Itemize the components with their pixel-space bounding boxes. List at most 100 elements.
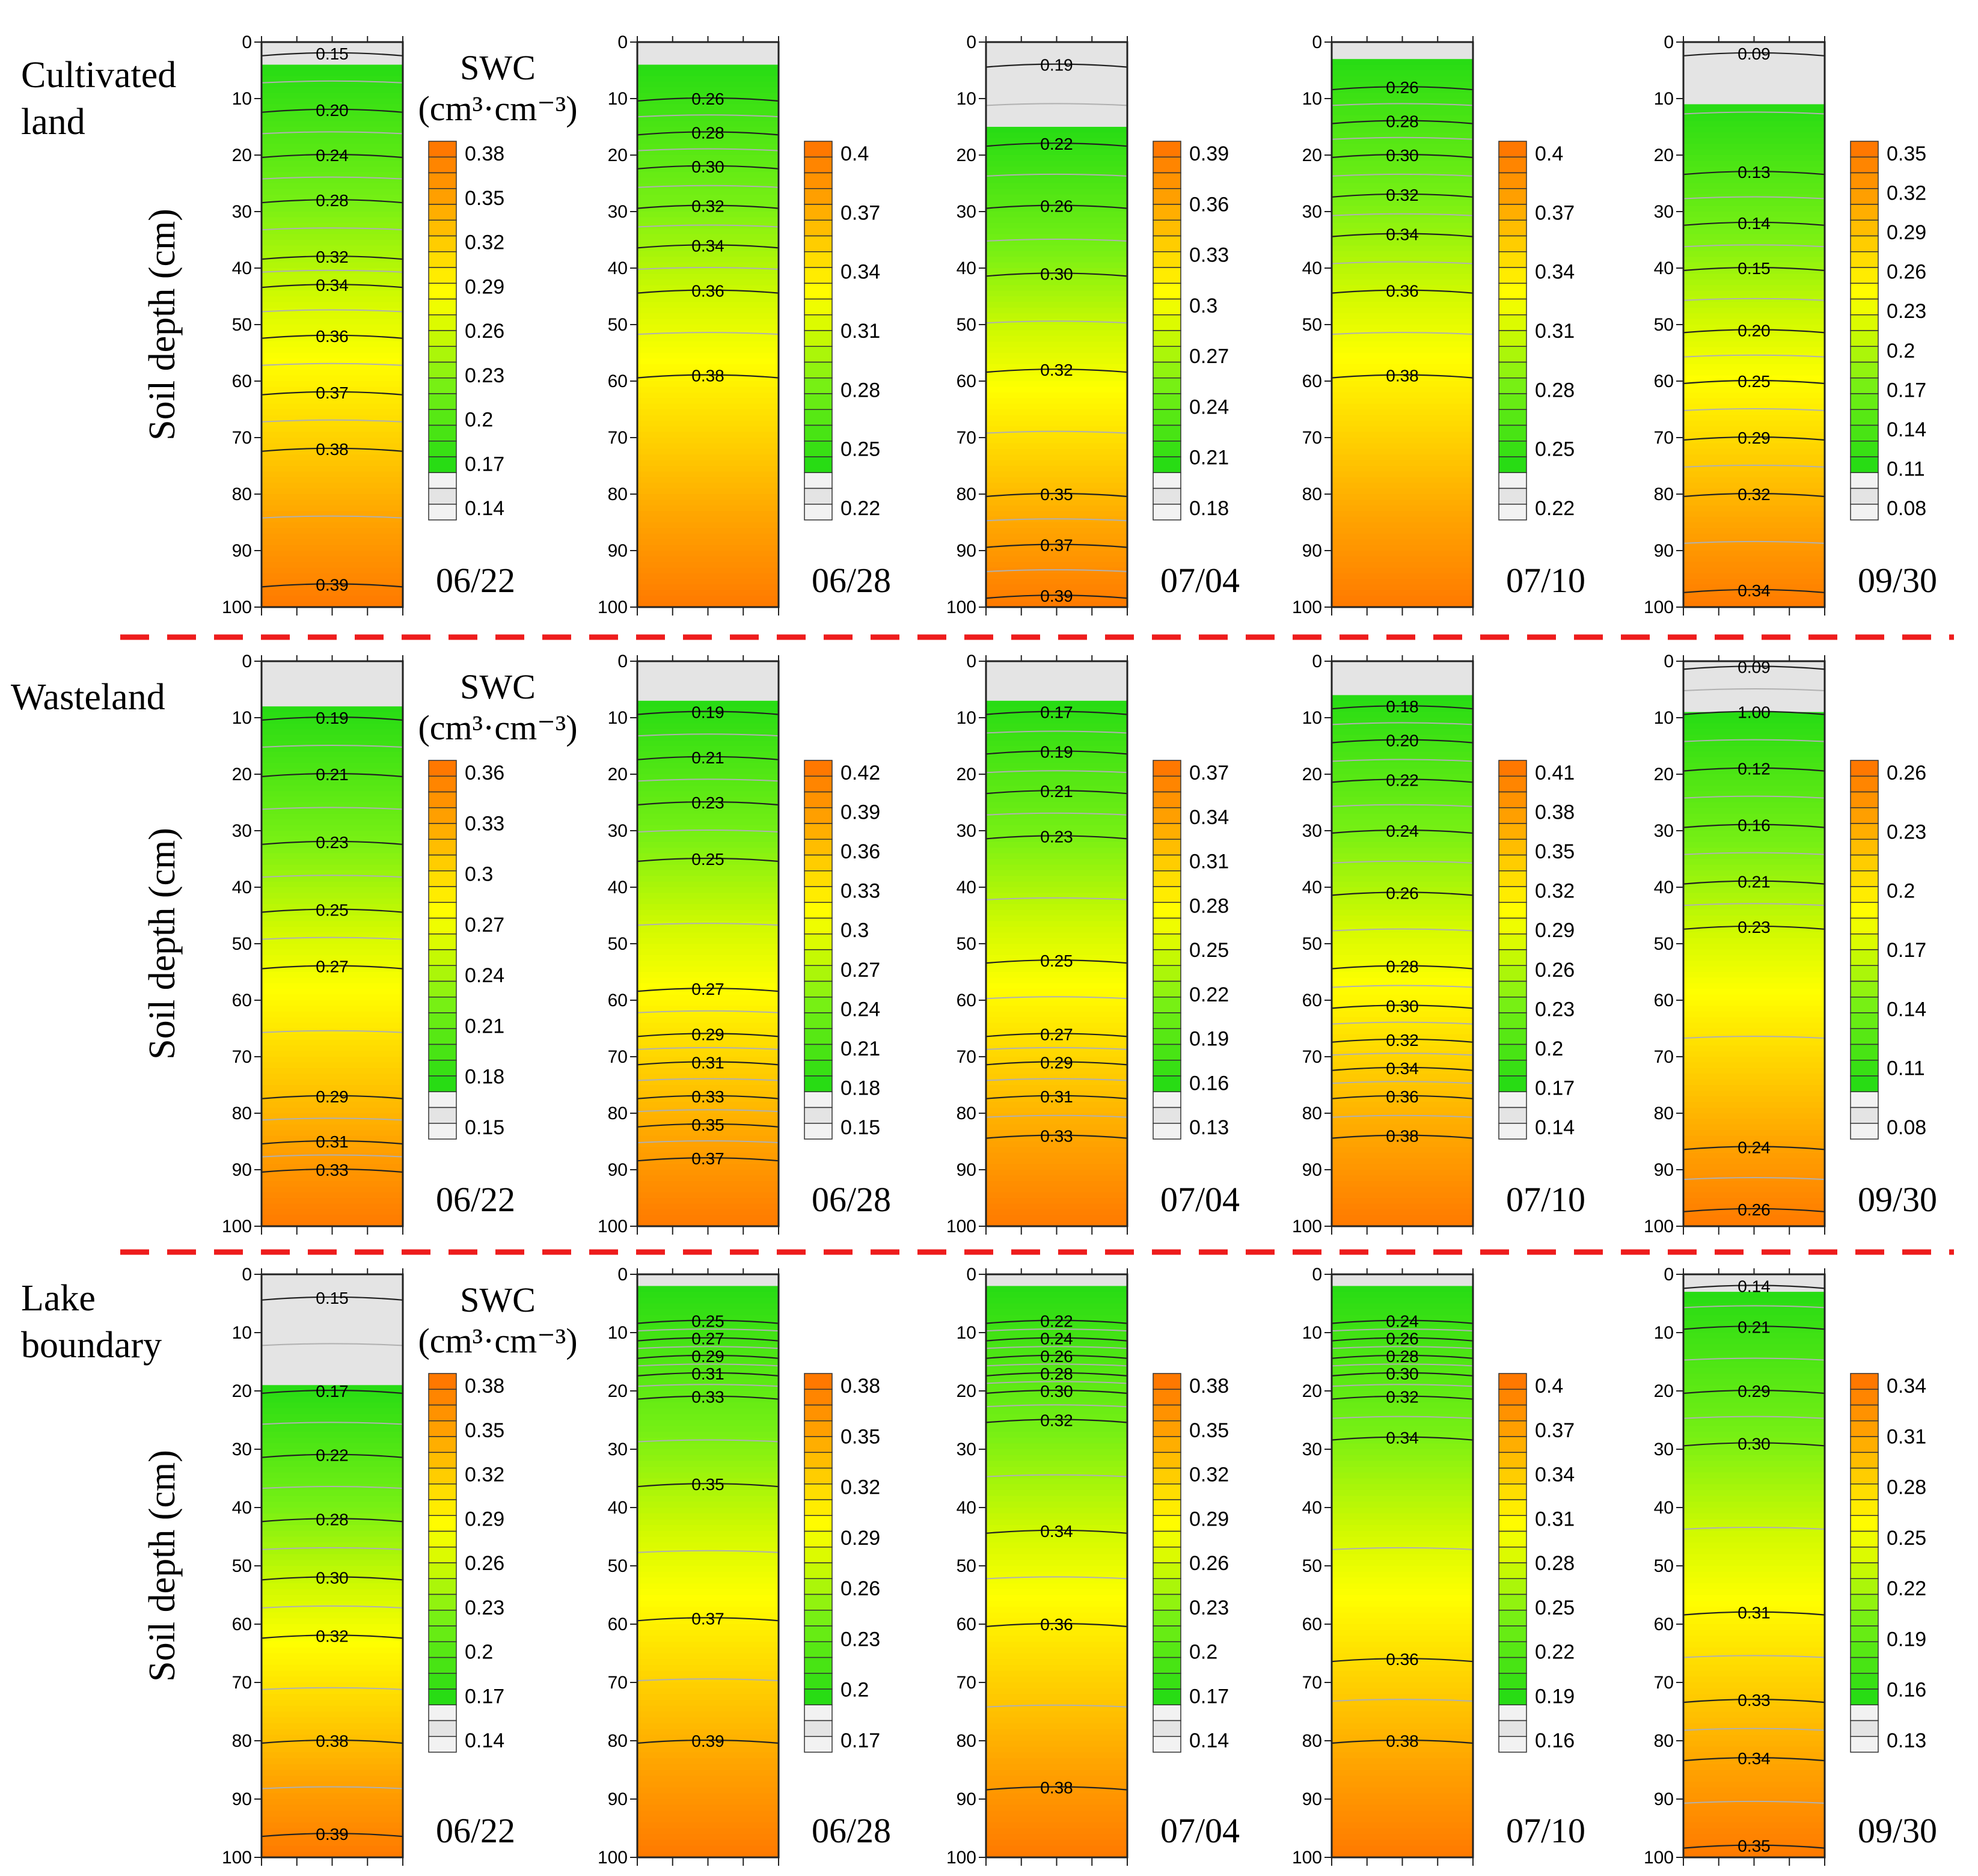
profile-band (262, 825, 403, 831)
colorbar-segment (1153, 791, 1181, 808)
contour-line (1683, 379, 1825, 385)
colorbar-segment (1498, 330, 1527, 347)
profile-band (986, 1700, 1127, 1706)
colorbar-segment (1850, 1673, 1879, 1690)
profile-band (262, 1571, 403, 1578)
profile-band (637, 217, 779, 224)
profile-band (986, 1834, 1127, 1841)
profile-band (1332, 1624, 1473, 1631)
colorbar-tick-label: 0.19 (1189, 1028, 1229, 1051)
profile-band (1683, 466, 1825, 472)
profile-band (1332, 757, 1473, 763)
y-tick-label: 50 (1654, 1556, 1674, 1576)
profile-band (262, 1735, 403, 1741)
contour-label: 0.25 (691, 850, 724, 869)
colorbar-tick-label: 0.14 (1189, 1729, 1229, 1752)
colorbar-tick-label: 0.17 (840, 1729, 880, 1752)
profile-band (1683, 1601, 1825, 1607)
profile-band (1332, 1589, 1473, 1596)
profile-band (637, 1583, 779, 1590)
profile-band (1332, 47, 1473, 54)
profile-band (1332, 1034, 1473, 1040)
contour-line (261, 334, 403, 339)
colorbar-segment (804, 917, 833, 935)
contour-line (261, 199, 403, 204)
contour-line (1683, 171, 1825, 176)
colorbar-segment (428, 504, 457, 521)
profile-band (262, 1220, 403, 1227)
profile-band (1683, 1636, 1825, 1642)
contour-minor-line (1683, 1655, 1825, 1658)
colorbar-segment (1153, 188, 1181, 205)
colorbar-segment (1498, 823, 1527, 840)
profile-band (986, 1079, 1127, 1086)
contour-minor-line (1331, 1114, 1474, 1118)
profile-band (637, 104, 779, 111)
profile-band (1332, 1735, 1473, 1741)
colorbar-segment (1498, 807, 1527, 824)
profile-band (1332, 64, 1473, 71)
colorbar-tick-label: 0.35 (840, 1425, 880, 1448)
profile-band (1683, 1443, 1825, 1450)
profile-band (1683, 551, 1825, 557)
profile-band (1683, 926, 1825, 933)
profile-band (637, 1642, 779, 1648)
colorbar-segment (428, 314, 457, 331)
profile-band (637, 938, 779, 944)
colorbar-tick-label: 0.27 (465, 914, 504, 936)
profile-band (986, 1000, 1127, 1007)
profile-band (262, 59, 403, 66)
contour-label: 0.31 (691, 1053, 724, 1072)
profile-band (1683, 1799, 1825, 1806)
profile-band (1332, 302, 1473, 308)
profile-band (986, 1426, 1127, 1432)
profile-band (1683, 740, 1825, 747)
profile-band (262, 1119, 403, 1125)
profile-band (262, 1402, 403, 1409)
colorbar-segment (428, 1404, 457, 1422)
profile-band (637, 1741, 779, 1747)
profile-band (262, 1618, 403, 1625)
y-tick-label: 20 (1302, 1381, 1322, 1401)
y-tick-label: 70 (957, 1047, 976, 1067)
profile-band (986, 796, 1127, 803)
colorbar-tick-label: 0.31 (1189, 851, 1229, 873)
profile-band (1332, 1096, 1473, 1102)
profile-band (1332, 561, 1473, 568)
profile-band (262, 1816, 403, 1823)
colorbar-tick-label: 0.26 (1189, 1552, 1229, 1575)
colorbar-tick-label: 0.35 (1535, 840, 1575, 863)
colorbar-segment (804, 1704, 833, 1722)
profile-band (637, 488, 779, 495)
profile-band (1332, 1799, 1473, 1806)
panel-date: 09/30 (1858, 1811, 1937, 1850)
profile-band (262, 1355, 403, 1363)
profile-band (1332, 1688, 1473, 1695)
profile-band (637, 944, 779, 950)
colorbar-tick-label: 0.38 (1535, 801, 1575, 824)
profile-band (637, 1776, 779, 1782)
profile-band (262, 718, 403, 724)
y-tick-label: 0 (617, 32, 628, 52)
contour-label: 0.17 (1040, 703, 1073, 722)
profile-band (1332, 836, 1473, 843)
profile-band (637, 296, 779, 303)
profile-band (1683, 802, 1825, 809)
colorbar-segment (1498, 267, 1527, 284)
profile-band (637, 977, 779, 984)
profile-band (637, 1209, 779, 1215)
profile-band (637, 222, 779, 229)
colorbar-tick-label: 0.28 (1535, 1552, 1575, 1575)
profile-band (262, 1461, 403, 1467)
colorbar-segment (428, 1530, 457, 1548)
y-tick-label: 100 (1292, 1848, 1322, 1868)
profile-band (1332, 477, 1473, 483)
profile-band (637, 1175, 779, 1182)
colorbar-segment (1153, 1075, 1181, 1092)
profile-band (637, 898, 779, 905)
profile-band (1683, 1787, 1825, 1794)
profile-band (262, 206, 403, 212)
contour-label: 0.19 (316, 709, 349, 727)
profile-band (1683, 706, 1825, 713)
profile-band (986, 1181, 1127, 1187)
